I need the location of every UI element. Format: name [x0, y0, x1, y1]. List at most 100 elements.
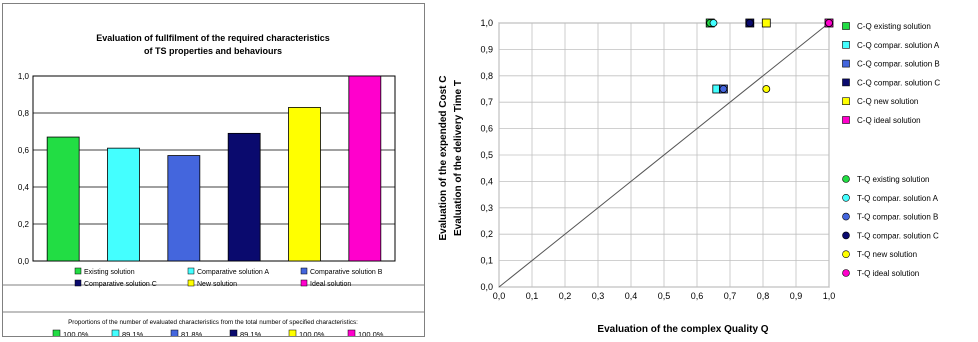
legend-swatch [74, 267, 82, 275]
scatter-y-tick-label: 0,0 [480, 282, 493, 292]
scatter-chart: 0,0 0,1 0,2 0,3 0,4 0,5 0,6 0,7 0,8 0,9 1,0 0,0 0,1… [438, 18, 940, 335]
scatter-y-tick-label: 0,7 [480, 97, 493, 107]
scatter-y-axis-label-time: Evaluation of the delivery Time T [453, 80, 464, 236]
bar-y-tick-label: 0,6 [18, 146, 30, 155]
proportion-swatch [170, 329, 179, 338]
legend-label: C-Q existing solution [857, 22, 931, 31]
scatter-y-tick-label: 0,1 [480, 256, 493, 266]
scatter-x-tick-label: 1,0 [823, 291, 836, 301]
bar-chart: Evaluation of fullfilment of the require… [3, 33, 424, 339]
circle-marker [825, 19, 833, 27]
legend-label: New solution [197, 281, 237, 288]
bar [348, 75, 382, 262]
scatter-y-tick-label: 0,2 [480, 229, 493, 239]
proportion-label: 100,0% [299, 330, 325, 336]
bar-chart-legend: Existing solution Comparative solution A C… [74, 267, 383, 288]
scatter-x-tick-label: 0,5 [658, 291, 671, 301]
proportion-swatch [229, 329, 238, 338]
scatter-x-tick-label: 0,9 [790, 291, 803, 301]
proportion-swatch [52, 329, 61, 338]
legend-swatch [74, 279, 82, 287]
bar-chart-y-ticks: 0,0 0,2 0,4 0,6 0,8 1,0 [18, 72, 30, 266]
scatter-x-tick-label: 0,1 [526, 291, 539, 301]
scatter-x-tick-label: 0,3 [592, 291, 605, 301]
bar-y-tick-label: 0,4 [18, 183, 30, 192]
bar [227, 132, 261, 262]
bar-y-tick-label: 0,8 [18, 109, 30, 118]
scatter-x-tick-label: 0,8 [757, 291, 770, 301]
legend-circle-swatch [842, 269, 850, 277]
scatter-chart-x-ticks: 0,0 0,1 0,2 0,3 0,4 0,5 0,6 0,7 0,8 0,9 1,0 [493, 291, 836, 301]
bar-chart-title-line1: Evaluation of fullfilment of the require… [96, 33, 330, 43]
circle-marker [762, 85, 771, 93]
scatter-chart-y-ticks: 0,0 0,1 0,2 0,3 0,4 0,5 0,6 0,7 0,8 0,9 1,0 [480, 18, 493, 292]
legend-label: T-Q new solution [857, 250, 917, 259]
scatter-x-tick-label: 0,7 [724, 291, 737, 301]
legend-label: T-Q compar. solution B [857, 213, 938, 222]
legend-label: C-Q compar. solution C [857, 78, 940, 87]
legend-label: Comparative solution A [197, 269, 269, 276]
scatter-y-tick-label: 0,4 [480, 176, 493, 186]
scatter-x-tick-label: 0,6 [691, 291, 704, 301]
bar-y-tick-label: 0,2 [18, 220, 30, 229]
bar [46, 136, 80, 262]
scatter-chart-legend: C-Q existing solution C-Q compar. solutio… [842, 22, 940, 278]
proportion-label: 100,0% [358, 330, 384, 336]
proportion-label: 81,8% [181, 330, 203, 336]
legend-swatch [187, 267, 195, 275]
legend-circle-swatch [842, 250, 850, 258]
bar-chart-grid [32, 75, 396, 262]
scatter-y-axis-label-cost: Evaluation of the expended Cost C [438, 75, 449, 240]
bar-y-tick-label: 0,0 [18, 257, 30, 266]
legend-circle-swatch [842, 212, 850, 221]
diagonal-reference-line [498, 22, 830, 288]
proportion-label: 100,0% [63, 330, 89, 336]
legend-circle-swatch [842, 231, 850, 240]
proportions-title: Proportions of the number of evaluated c… [68, 319, 358, 326]
scatter-y-tick-label: 1,0 [480, 18, 493, 28]
bar-y-tick-label: 1,0 [18, 72, 30, 81]
scatter-chart-panel: 0,0 0,1 0,2 0,3 0,4 0,5 0,6 0,7 0,8 0,9 1,0 0,0 0,1… [432, 3, 976, 337]
scatter-y-tick-label: 0,5 [480, 150, 493, 160]
bar-chart-title-line2: of TS properties and behaviours [144, 46, 282, 56]
scatter-x-axis-label: Evaluation of the complex Quality Q [597, 324, 768, 335]
legend-square-swatch [842, 97, 850, 105]
circle-marker [709, 19, 718, 27]
legend-label: T-Q compar. solution C [857, 231, 939, 240]
legend-swatch [187, 279, 195, 287]
scatter-x-tick-label: 0,0 [493, 291, 506, 301]
scatter-x-tick-label: 0,4 [625, 291, 638, 301]
legend-label: Comparative solution B [310, 269, 383, 276]
scatter-y-tick-label: 0,3 [480, 203, 493, 213]
bar-plot-area [32, 75, 396, 262]
legend-label: Existing solution [84, 269, 135, 276]
circle-marker [719, 85, 728, 93]
proportion-swatch [347, 329, 356, 338]
legend-label: C-Q compar. solution A [857, 41, 940, 50]
legend-label: C-Q compar. solution B [857, 60, 940, 69]
legend-label: C-Q new solution [857, 97, 918, 106]
bar [288, 107, 321, 262]
bar-chart-bars [46, 75, 382, 262]
scatter-y-tick-label: 0,6 [480, 124, 493, 134]
legend-swatch [300, 279, 308, 287]
bar [167, 155, 201, 262]
circle-marker [745, 19, 754, 27]
scatter-chart-points [705, 18, 834, 94]
legend-square-swatch [842, 40, 850, 49]
legend-label: T-Q ideal solution [857, 269, 919, 278]
proportion-label: 89,1% [122, 330, 144, 336]
legend-circle-swatch [842, 194, 850, 202]
legend-circle-swatch [842, 175, 850, 183]
legend-square-swatch [842, 59, 850, 68]
legend-swatch [300, 267, 308, 275]
proportions-row: 100,0% 89,1% 81,8% 89,1% 100,0% 100,0% [52, 329, 384, 339]
legend-square-swatch [842, 116, 850, 124]
scatter-y-tick-label: 0,8 [480, 71, 493, 81]
proportion-swatch [111, 329, 120, 338]
legend-square-swatch [842, 78, 850, 87]
square-marker [761, 18, 771, 28]
legend-label: Ideal solution [310, 281, 351, 288]
bar-chart-panel: Evaluation of fullfilment of the require… [2, 3, 425, 339]
legend-square-swatch [842, 22, 850, 30]
